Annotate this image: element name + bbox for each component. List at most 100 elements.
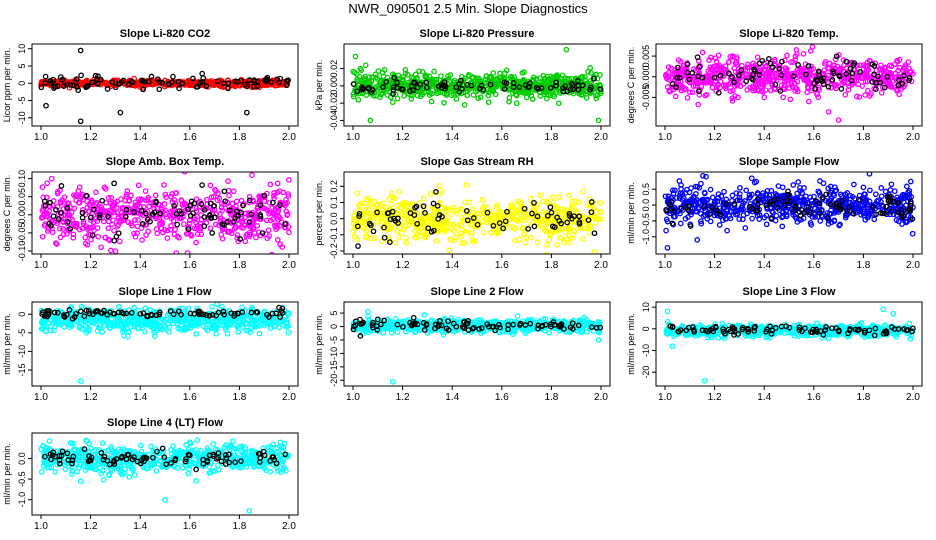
y-axis-label: ml/min per min. bbox=[2, 313, 12, 375]
data-point bbox=[765, 72, 772, 79]
data-point bbox=[682, 204, 689, 210]
data-point bbox=[895, 200, 902, 206]
data-point bbox=[559, 72, 566, 79]
data-point bbox=[207, 182, 214, 189]
data-point bbox=[895, 67, 902, 74]
data-point bbox=[721, 188, 727, 195]
data-point bbox=[400, 78, 407, 85]
y-tick-label: -0.1 bbox=[329, 227, 339, 243]
data-point bbox=[587, 86, 593, 93]
data-point bbox=[891, 188, 898, 195]
data-point bbox=[732, 93, 738, 99]
data-point bbox=[747, 194, 753, 200]
data-point bbox=[222, 198, 229, 205]
data-point bbox=[361, 75, 368, 82]
data-point bbox=[212, 188, 219, 195]
data-point bbox=[887, 187, 894, 193]
data-point bbox=[165, 81, 172, 87]
data-point bbox=[438, 81, 445, 88]
data-point bbox=[548, 209, 555, 216]
y-tick-label: -1.0 bbox=[641, 229, 651, 245]
data-point bbox=[543, 251, 549, 254]
data-point bbox=[203, 83, 210, 89]
data-point bbox=[669, 81, 676, 87]
data-point bbox=[431, 227, 437, 234]
data-point bbox=[585, 217, 592, 223]
data-point bbox=[828, 84, 834, 91]
data-point bbox=[816, 200, 823, 207]
data-point bbox=[187, 80, 194, 87]
data-point bbox=[787, 198, 793, 205]
data-point bbox=[886, 62, 893, 69]
data-point bbox=[168, 193, 174, 200]
data-point bbox=[529, 96, 536, 102]
data-point bbox=[178, 197, 185, 204]
data-point bbox=[474, 221, 481, 228]
data-point bbox=[566, 192, 572, 199]
data-point bbox=[233, 198, 240, 205]
data-point bbox=[388, 201, 395, 208]
data-point bbox=[754, 207, 761, 214]
data-point bbox=[744, 86, 751, 93]
data-point bbox=[720, 82, 727, 88]
data-point bbox=[712, 55, 719, 62]
data-point bbox=[235, 212, 241, 219]
data-point bbox=[263, 76, 270, 83]
data-point bbox=[525, 84, 531, 91]
data-point bbox=[391, 74, 398, 81]
data-point bbox=[352, 217, 358, 223]
data-point bbox=[668, 198, 675, 205]
data-point bbox=[283, 78, 290, 84]
plot-frame bbox=[31, 43, 299, 127]
data-point bbox=[804, 89, 811, 96]
data-point bbox=[702, 92, 709, 99]
data-point bbox=[431, 207, 438, 214]
data-point bbox=[729, 74, 735, 80]
data-point bbox=[363, 234, 369, 241]
data-point bbox=[96, 214, 103, 221]
data-point bbox=[60, 226, 66, 232]
data-point bbox=[748, 175, 755, 182]
data-point bbox=[249, 172, 255, 178]
data-point bbox=[761, 94, 768, 101]
data-point bbox=[242, 238, 249, 245]
data-point bbox=[674, 64, 681, 71]
data-point bbox=[194, 231, 201, 238]
data-point bbox=[838, 86, 845, 92]
data-point bbox=[234, 232, 241, 238]
data-point bbox=[451, 237, 458, 244]
data-point bbox=[576, 213, 583, 220]
y-tick-label: -0.10 bbox=[17, 241, 27, 262]
data-point bbox=[99, 197, 106, 204]
data-point bbox=[570, 231, 577, 238]
data-point bbox=[430, 200, 437, 207]
data-point bbox=[193, 239, 199, 246]
data-point bbox=[837, 191, 844, 198]
x-tick-label: 1.0 bbox=[346, 260, 360, 271]
series-all bbox=[662, 172, 916, 251]
data-point bbox=[76, 226, 83, 233]
data-point bbox=[263, 217, 270, 224]
data-point bbox=[77, 47, 84, 54]
data-point bbox=[554, 214, 560, 221]
data-point bbox=[670, 190, 677, 197]
data-point bbox=[504, 208, 510, 215]
x-tick-label: 1.0 bbox=[346, 132, 360, 143]
data-point bbox=[365, 84, 372, 91]
data-point bbox=[420, 195, 427, 202]
data-point bbox=[246, 77, 253, 84]
data-point bbox=[686, 74, 693, 81]
data-point bbox=[597, 209, 604, 216]
data-point bbox=[435, 216, 442, 222]
data-point bbox=[276, 79, 283, 86]
data-point bbox=[742, 225, 749, 231]
data-point bbox=[754, 54, 761, 61]
data-point bbox=[785, 188, 791, 195]
data-point bbox=[490, 70, 497, 76]
data-point bbox=[450, 205, 456, 211]
data-point bbox=[492, 214, 499, 220]
data-point bbox=[138, 207, 145, 214]
data-point bbox=[833, 200, 840, 207]
data-point bbox=[815, 84, 822, 91]
data-point bbox=[282, 313, 289, 320]
